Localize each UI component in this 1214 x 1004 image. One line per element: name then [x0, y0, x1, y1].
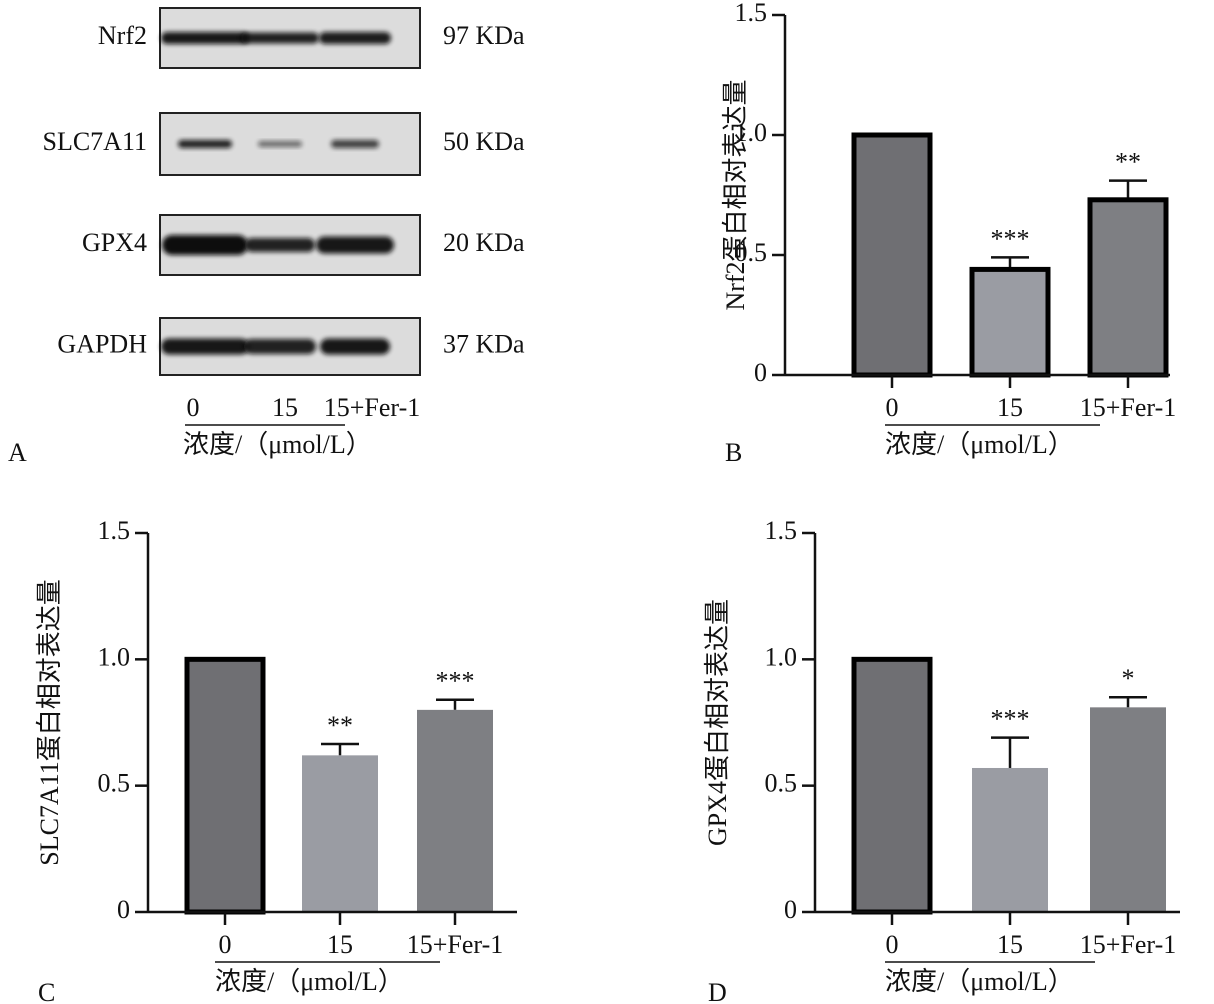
blot-band — [161, 32, 249, 44]
y-axis-label: Nrf2蛋白相对表达量 — [721, 79, 750, 310]
y-tick-label: 1.0 — [98, 642, 131, 671]
x-tick-label: 15 — [997, 930, 1023, 959]
blot-band — [241, 32, 319, 44]
x-axis-label: 浓度/（μmol/L） — [215, 967, 404, 996]
panel-label: C — [38, 978, 55, 1004]
blot-band — [319, 32, 391, 44]
significance: ** — [1115, 148, 1141, 177]
blot-band — [244, 339, 316, 354]
blot-band — [245, 238, 315, 252]
blot-row-label: Nrf2 — [98, 21, 147, 50]
blot-row-label: SLC7A11 — [43, 127, 148, 156]
lane-label: 15+Fer-1 — [324, 393, 420, 422]
significance: *** — [991, 224, 1030, 253]
bar — [1090, 707, 1166, 912]
panel-label: D — [708, 978, 727, 1004]
y-axis-label: SLC7A11蛋白相对表达量 — [35, 579, 64, 866]
bar — [1087, 197, 1169, 378]
x-tick-label: 15+Fer-1 — [1080, 393, 1176, 422]
y-tick-label: 1.0 — [765, 642, 798, 671]
blot-size-label: 50 KDa — [443, 127, 525, 156]
blot-band — [316, 236, 394, 254]
x-axis-label: 浓度/（μmol/L） — [183, 430, 372, 459]
blot-row-label: GAPDH — [57, 329, 147, 358]
y-tick-label: 0.5 — [765, 769, 798, 798]
x-tick-label: 0 — [219, 930, 232, 959]
blot-band — [258, 141, 302, 147]
significance: ** — [327, 711, 353, 740]
bar — [969, 266, 1051, 378]
lane-label: 15 — [272, 393, 298, 422]
blot-band — [320, 338, 390, 355]
x-tick-label: 0 — [886, 930, 899, 959]
lane-label: 0 — [187, 393, 200, 422]
y-tick-label: 1.0 — [735, 118, 768, 147]
bar — [851, 132, 933, 378]
blot-size-label: 37 KDa — [443, 329, 525, 358]
x-tick-label: 15 — [327, 930, 353, 959]
blot-size-label: 97 KDa — [443, 21, 525, 50]
bar — [184, 656, 266, 915]
x-axis-label: 浓度/（μmol/L） — [885, 430, 1074, 459]
x-axis-label: 浓度/（μmol/L） — [885, 967, 1074, 996]
bar — [302, 755, 378, 912]
y-axis-label: GPX4蛋白相对表达量 — [703, 599, 732, 846]
panel-label: A — [8, 438, 27, 467]
y-tick-label: 0 — [117, 895, 130, 924]
y-tick-label: 0 — [784, 895, 797, 924]
y-tick-label: 1.5 — [735, 0, 768, 27]
blot-band — [178, 140, 232, 148]
significance: * — [1122, 664, 1135, 693]
panel-label: B — [725, 438, 742, 467]
y-tick-label: 0.5 — [98, 769, 131, 798]
blot-band — [161, 338, 249, 355]
y-tick-label: 1.5 — [98, 516, 131, 545]
significance: *** — [436, 667, 475, 696]
bar — [972, 767, 1048, 912]
significance: *** — [991, 705, 1030, 734]
y-tick-label: 0.5 — [735, 238, 768, 267]
x-tick-label: 15 — [997, 393, 1023, 422]
x-tick-label: 15+Fer-1 — [1080, 930, 1176, 959]
blot-band — [331, 140, 379, 148]
x-tick-label: 15+Fer-1 — [407, 930, 503, 959]
y-tick-label: 0 — [754, 358, 767, 387]
blot-band — [162, 235, 248, 255]
blot-size-label: 20 KDa — [443, 228, 525, 257]
bar — [417, 709, 493, 912]
blot-row-label: GPX4 — [82, 228, 147, 257]
bar — [851, 656, 933, 915]
x-tick-label: 0 — [886, 393, 899, 422]
y-tick-label: 1.5 — [765, 516, 798, 545]
